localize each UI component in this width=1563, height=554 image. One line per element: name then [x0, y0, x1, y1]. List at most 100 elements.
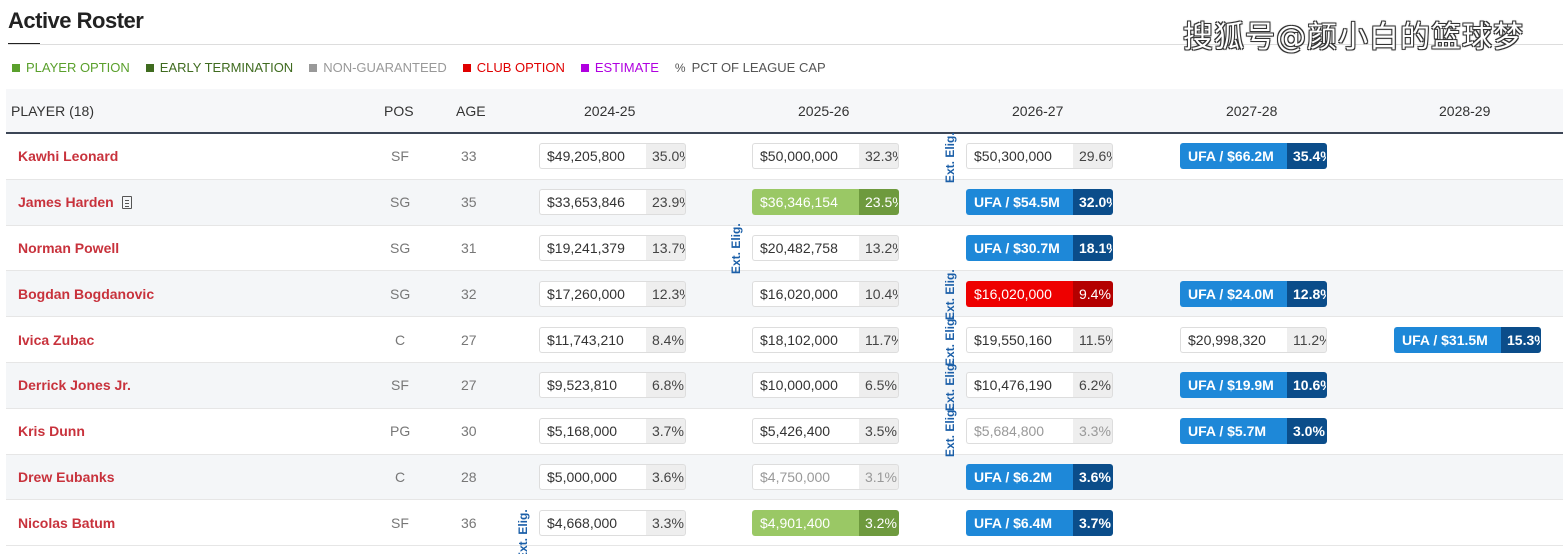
- salary-amount: $10,000,000: [752, 372, 859, 399]
- salary-cap-pct: 23.9%: [646, 189, 686, 216]
- salary-cell[interactable]: $4,750,000 3.1%: [752, 463, 899, 490]
- salary-cell[interactable]: $16,020,000 9.4%: [966, 280, 1113, 307]
- salary-cell[interactable]: UFA / $6.2M 3.6%: [966, 463, 1113, 490]
- salary-amount: $20,998,320: [1180, 326, 1287, 353]
- salary-cell[interactable]: $9,523,810 6.8%: [539, 372, 686, 399]
- salary-cap-pct: 29.6%: [1073, 143, 1113, 170]
- salary-cell[interactable]: UFA / $5.7M 3.0%: [1180, 418, 1327, 445]
- legend-swatch-icon: [309, 63, 318, 72]
- header-age[interactable]: AGE: [456, 103, 486, 119]
- salary-cap-pct: 35.0%: [646, 143, 686, 170]
- salary-amount: $33,653,846: [539, 189, 646, 216]
- legend-swatch-icon: [145, 63, 154, 72]
- salary-cell[interactable]: $10,000,000 6.5%: [752, 372, 899, 399]
- legend-item: CLUB OPTION: [462, 60, 565, 75]
- legend-label: CLUB OPTION: [476, 60, 565, 75]
- salary-cell[interactable]: $10,476,190 6.2%: [966, 372, 1113, 399]
- player-pos: SF: [391, 514, 409, 531]
- salary-cap-pct: 3.6%: [646, 463, 686, 490]
- header-player[interactable]: PLAYER (18): [11, 103, 94, 119]
- header-divider: [8, 44, 1563, 45]
- salary-cell[interactable]: $5,168,000 3.7%: [539, 418, 686, 445]
- salary-amount: $20,482,758: [752, 234, 859, 261]
- table-row: Drew Eubanks C 28 $5,000,000 3.6% $4,750,000 3…: [6, 454, 1563, 501]
- salary-amount: UFA / $66.2M: [1180, 143, 1287, 170]
- header-pos[interactable]: POS: [384, 103, 414, 119]
- salary-amount: $10,476,190: [966, 372, 1073, 399]
- player-name-link[interactable]: Norman Powell: [18, 240, 119, 256]
- salary-cell[interactable]: $11,743,210 8.4%: [539, 326, 686, 353]
- salary-amount: $50,000,000: [752, 143, 859, 170]
- salary-cap-pct: 23.5%: [859, 189, 899, 216]
- salary-amount: $16,020,000: [966, 280, 1073, 307]
- page-title: Active Roster: [8, 8, 144, 33]
- player-age: 31: [461, 239, 477, 256]
- player-name-link[interactable]: Kawhi Leonard: [18, 148, 118, 164]
- player-name-link[interactable]: Nicolas Batum: [18, 515, 115, 531]
- salary-cap-pct: 3.1%: [859, 463, 899, 490]
- salary-cap-pct: 3.7%: [1073, 509, 1113, 536]
- salary-cap-pct: 10.4%: [859, 280, 899, 307]
- legend-swatch-icon: [12, 63, 20, 72]
- salary-cell[interactable]: $4,901,400 3.2%: [752, 509, 899, 536]
- watermark: 搜狐号@颜小白的篮球梦: [1183, 20, 1524, 55]
- salary-cell[interactable]: UFA / $6.4M 3.7%: [966, 509, 1113, 536]
- player-name-link[interactable]: Drew Eubanks: [18, 469, 114, 485]
- salary-cell[interactable]: $5,684,800 3.3%: [966, 418, 1113, 445]
- player-name-link[interactable]: Kris Dunn: [18, 423, 85, 439]
- salary-amount: $4,668,000: [539, 509, 646, 536]
- salary-cap-pct: 11.7%: [859, 326, 899, 353]
- legend-swatch-icon: [462, 63, 471, 72]
- player-pos: SG: [390, 239, 411, 256]
- ext-elig-label: Ext. Elig.: [943, 406, 957, 457]
- player-name-text: Ivica Zubac: [18, 331, 95, 348]
- legend: PLAYER OPTION EARLY TERMINATION NON-GUARAN…: [12, 60, 826, 75]
- salary-cell[interactable]: $5,426,400 3.5%: [752, 418, 899, 445]
- player-pos: SF: [391, 377, 409, 394]
- player-age: 33: [461, 148, 477, 165]
- salary-cell[interactable]: $4,668,000 3.3%: [539, 509, 686, 536]
- document-icon[interactable]: [121, 196, 132, 210]
- header-year[interactable]: 2024-25: [584, 103, 636, 119]
- legend-label: NON-GUARANTEED: [323, 60, 447, 75]
- header-year[interactable]: 2025-26: [798, 103, 850, 119]
- salary-cap-pct: 32.3%: [859, 143, 899, 170]
- player-age: 32: [461, 285, 477, 302]
- ext-elig-label: Ext. Elig.: [516, 509, 530, 554]
- player-pos: SG: [390, 194, 411, 211]
- player-name-link[interactable]: Bogdan Bogdanovic: [18, 286, 154, 302]
- player-name-link[interactable]: James Harden: [18, 194, 132, 210]
- player-name-link[interactable]: Ivica Zubac: [18, 332, 94, 348]
- header: Active Roster: [8, 8, 144, 34]
- salary-amount: $19,550,160: [966, 326, 1073, 353]
- salary-cap-pct: 6.8%: [646, 372, 686, 399]
- legend-label: EARLY TERMINATION: [159, 60, 294, 75]
- salary-amount: UFA / $54.5M: [966, 189, 1073, 216]
- ext-elig-label: Ext. Elig.: [943, 269, 957, 320]
- header-year[interactable]: 2026-27: [1012, 103, 1064, 119]
- header-year[interactable]: 2027-28: [1226, 103, 1278, 119]
- header-year[interactable]: 2028-29: [1439, 103, 1491, 119]
- salary-cell[interactable]: $5,000,000 3.6%: [539, 463, 686, 490]
- player-name-link[interactable]: Derrick Jones Jr.: [18, 377, 131, 393]
